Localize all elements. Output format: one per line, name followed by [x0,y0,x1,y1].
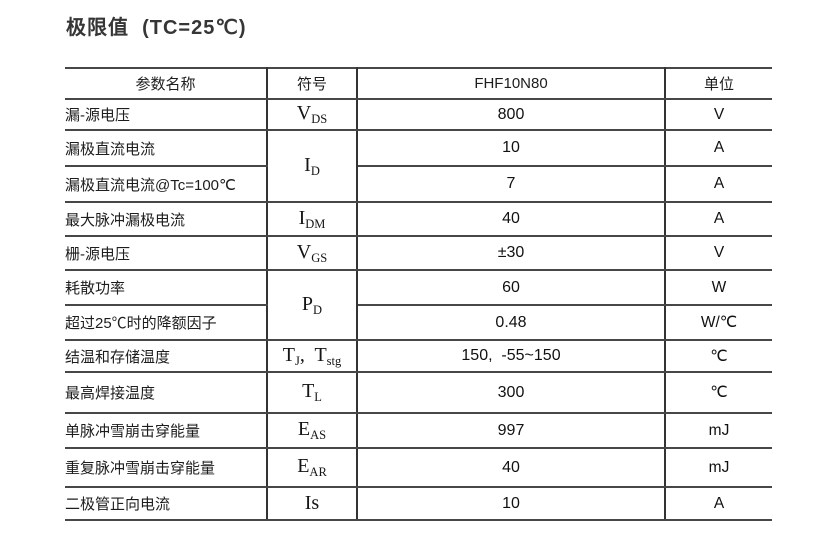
table-row: 栅-源电压 VGS ±30 V [65,236,772,271]
table-row: 耗散功率 PD 60 W [65,270,772,341]
symbol-cell: ID [267,130,358,203]
unit-cell: W/℃ [665,305,772,341]
value-cell: 300 [357,372,666,414]
param-cell: 超过25℃时的降额因子 [65,305,268,341]
table-row: 单脉冲雪崩击穿能量 EAS 997 mJ [65,413,772,449]
table-row: 最大脉冲漏极电流 IDM 40 A [65,202,772,237]
symbol-cell: TJ, Tstg [267,340,358,373]
param-cell: 二极管正向电流 [65,487,268,521]
symbol-cell: VDS [267,99,358,131]
page-title: 极限值 (TC=25℃) [66,17,247,39]
header-part-number: FHF10N80 [357,67,666,100]
value-cell: 10 [357,130,666,167]
table-header-row: 参数名称 符号 FHF10N80 单位 [65,67,772,100]
header-symbol: 符号 [267,67,358,100]
param-cell: 结温和存储温度 [65,340,268,373]
unit-cell: mJ [665,413,772,449]
unit-cell: ℃ [665,372,772,414]
unit-cell: mJ [665,448,772,488]
param-cell: 重复脉冲雪崩击穿能量 [65,448,268,488]
table-row: 漏极直流电流@Tc=100℃ 7 A [65,166,772,203]
unit-cell: A [665,487,772,521]
unit-cell: A [665,166,772,203]
value-cell: 0.48 [357,305,666,341]
unit-cell: V [665,236,772,271]
value-cell: ±30 [357,236,666,271]
header-unit: 单位 [665,67,772,100]
unit-cell: V [665,99,772,131]
absolute-maximum-ratings-table: 参数名称 符号 FHF10N80 单位 漏-源电压 VDS 800 V 漏极直流… [65,67,772,521]
unit-cell: A [665,130,772,167]
value-cell: 40 [357,448,666,488]
table-row: 最高焊接温度 TL 300 ℃ [65,372,772,414]
param-cell: 耗散功率 [65,270,268,306]
param-cell: 漏-源电压 [65,99,268,131]
symbol-cell: TL [267,372,358,414]
table-row: 二极管正向电流 Is 10 A [65,487,772,521]
table-row: 超过25℃时的降额因子 0.48 W/℃ [65,305,772,341]
symbol-cell: EAS [267,413,358,449]
unit-cell: W [665,270,772,306]
value-cell: 40 [357,202,666,237]
value-cell: 10 [357,487,666,521]
value-cell: 800 [357,99,666,131]
param-cell: 最大脉冲漏极电流 [65,202,268,237]
table-row: 漏-源电压 VDS 800 V [65,99,772,131]
value-cell: 60 [357,270,666,306]
symbol-cell: IDM [267,202,358,237]
param-cell: 漏极直流电流@Tc=100℃ [65,166,268,203]
symbol-cell: PD [267,270,358,341]
unit-cell: ℃ [665,340,772,373]
unit-cell: A [665,202,772,237]
table-row: 漏极直流电流 ID 10 A [65,130,772,203]
value-cell: 997 [357,413,666,449]
header-parameter-name: 参数名称 [65,67,268,100]
table-row: 结温和存储温度 TJ, Tstg 150, -55~150 ℃ [65,340,772,373]
param-cell: 最高焊接温度 [65,372,268,414]
symbol-cell: VGS [267,236,358,271]
table-row: 重复脉冲雪崩击穿能量 EAR 40 mJ [65,448,772,488]
symbol-cell: EAR [267,448,358,488]
value-cell: 150, -55~150 [357,340,666,373]
param-cell: 单脉冲雪崩击穿能量 [65,413,268,449]
value-cell: 7 [357,166,666,203]
symbol-cell: Is [267,487,358,521]
param-cell: 漏极直流电流 [65,130,268,167]
param-cell: 栅-源电压 [65,236,268,271]
